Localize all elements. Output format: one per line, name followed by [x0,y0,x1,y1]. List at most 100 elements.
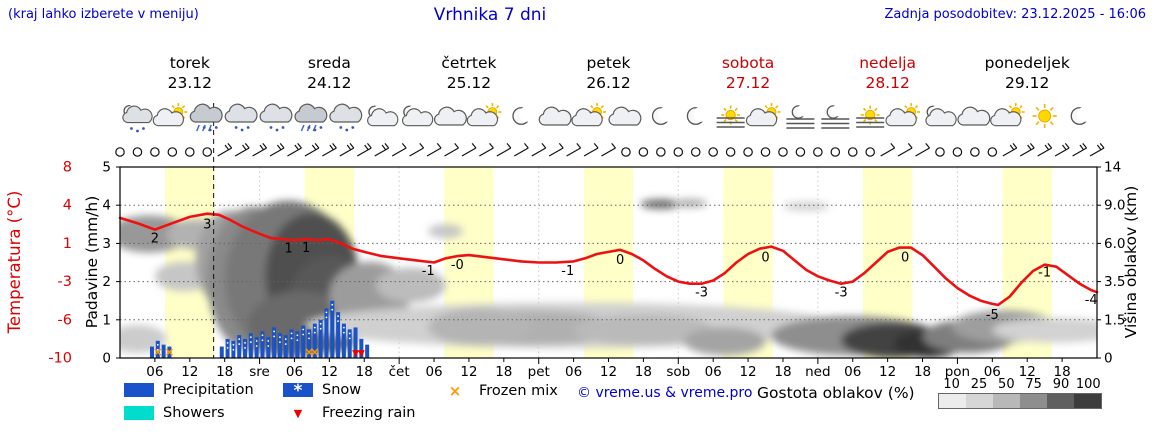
weather-icon-moon [651,106,674,125]
cloud-icon [329,103,363,123]
snow-icon [275,128,279,132]
wind-calm-icon [830,147,841,157]
weather-icon-cloud-snow [224,103,258,132]
day-date: 23.12 [168,74,212,92]
sun-icon [1032,103,1057,129]
precip-bar-snow [312,323,317,358]
temp-value-label: 1 [285,242,293,257]
weather-icon-cloud [538,106,572,126]
plot-frame [119,166,1098,359]
cloud-icon [433,106,467,126]
weather-icon-cloud [957,106,991,126]
precip-tick-label: 2 [102,274,111,290]
cloud-icon [466,108,498,127]
snow-icon [234,126,238,129]
frozen-mix-marker: × [153,345,163,359]
hour-tick-label: 18 [914,364,931,380]
cloud-icon [957,106,991,126]
weather-icon-moon-fog [821,105,850,129]
weather-icon-sun-cloud [152,103,188,127]
snow-icon [130,127,133,130]
snow-icon [246,126,250,129]
wind-barb-icon [322,143,337,157]
snow-icon [307,126,311,129]
cloud-height-tick-label: 14 [1104,160,1121,176]
cloud-icon [367,108,399,127]
snow-icon [214,126,218,129]
wind-barb-icon [1089,143,1105,157]
precip-tick-label: 3 [102,236,111,252]
cloud-icon [152,108,184,127]
temp-tick-label: -10 [48,351,72,367]
temp-value-label: -5 [986,308,999,323]
weather-icon-sun [1032,103,1057,129]
cloud-region [640,199,682,210]
wind-row [115,143,1105,157]
wind-calm-icon [935,147,945,157]
wind-barb-icon [513,143,529,157]
wind-calm-icon [708,147,718,157]
precip-tick-label: 5 [102,160,111,176]
cloud-height-axis-title: Višina oblakov (km) [1122,186,1140,339]
wind-calm-icon [638,147,649,157]
temp-value-label: 0 [901,251,909,266]
precip-bar-snow [266,336,271,358]
day-name: sobota [722,54,774,72]
precipitation-axis-title: Padavine (mm/h) [83,196,101,329]
weather-icon-moon [1070,106,1093,125]
wind-barb-icon [252,143,268,157]
precip-bar-snow [307,329,312,358]
weather-icon-cloud [608,106,642,126]
precip-bar-snow [301,325,306,358]
temp-value-label: -3 [835,286,848,301]
day-name: torek [170,54,210,72]
wind-barb-icon [583,143,599,157]
snow-icon [351,126,355,129]
weather-icon-moon-cloud [401,105,434,127]
precip-bar-snow [283,335,288,358]
hour-tick-label: 12 [739,364,756,380]
temp-value-label: -1 [422,264,435,279]
hour-tick-label: 06 [146,364,163,380]
wind-calm-icon [725,147,736,157]
fog-icon [786,118,815,129]
precip-bar-snow [219,346,224,358]
precip-tick-label: 4 [102,198,111,214]
cloud-icon [990,108,1022,127]
precip-bar-snow [149,346,154,358]
cloud-icon [925,108,957,127]
wind-calm-icon [987,147,998,157]
weather-icon-sun-cloud [885,103,921,127]
weather-icon-fog-sun [856,105,885,128]
temp-value-label: 0 [761,251,769,266]
temp-value-label: -1 [561,264,574,279]
temp-value-label: 0 [616,253,624,268]
wind-barb-icon [880,143,896,157]
weather-icon-cloud-snow [329,103,363,132]
day-date: 25.12 [447,74,491,92]
precip-bar-snow [161,344,166,358]
cloud-height-tick-label: 9.0 [1104,198,1125,214]
hour-tick-label: 12 [1019,364,1036,380]
snow-icon [269,126,273,129]
temp-value-label: 3 [203,218,211,233]
freezing-rain-marker: ▼ [352,349,359,359]
day-date: 26.12 [586,74,630,92]
wind-calm-icon [184,147,195,157]
day-abbr-label: pon [945,364,970,380]
wind-barb-icon [1019,143,1035,157]
wind-calm-icon [673,147,684,157]
precip-bar-snow [277,333,282,358]
weather-icon-cloud-rain-snow [294,103,328,132]
temp-tick-label: 1 [63,236,72,252]
hour-tick-label: 12 [600,364,617,380]
hour-tick-label: 12 [460,364,477,380]
copyright-link[interactable]: © vreme.us & vreme.pro [577,385,753,401]
wind-barb-icon [897,143,913,157]
precip-bar-snow [248,333,253,358]
wind-barb-icon [479,143,494,157]
temp-value-label: -4 [1085,293,1098,308]
cloud-region [573,314,714,346]
temp-value-label: -0 [451,258,464,273]
